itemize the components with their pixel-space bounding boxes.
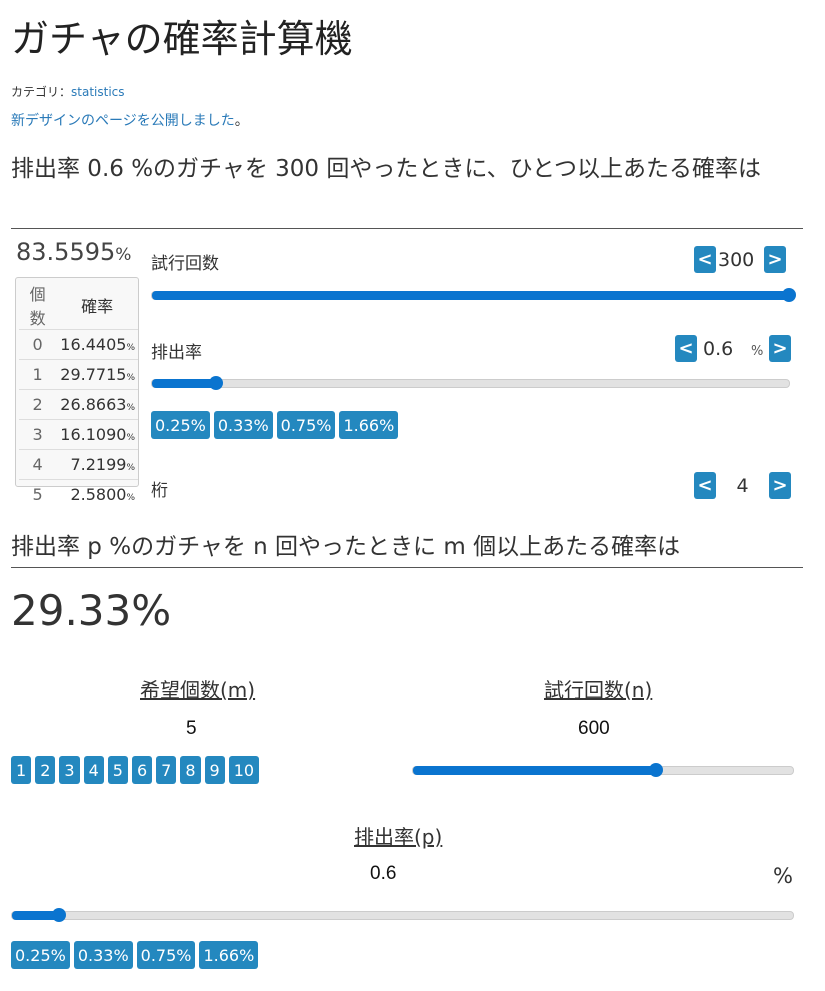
p-slider[interactable]	[11, 908, 794, 922]
prob-cell: 26.8663%	[56, 389, 138, 420]
preset-button[interactable]: 0.25%	[11, 941, 70, 969]
digits-decrement-button[interactable]: <	[694, 472, 716, 499]
prob-value: 2.5800	[70, 485, 127, 504]
rate-value[interactable]: 0.6	[703, 337, 734, 360]
category-label: カテゴリ：	[11, 85, 72, 99]
p-value: 0.6	[370, 863, 397, 884]
count-cell: 4	[19, 449, 57, 480]
slider-fill	[12, 911, 59, 920]
prob-unit: %	[126, 403, 135, 413]
rate-unit: %	[751, 343, 764, 359]
preset-button[interactable]: 1.66%	[199, 941, 259, 969]
slider-fill	[152, 291, 789, 300]
prob-cell: 16.1090%	[56, 419, 138, 450]
m-value: 5	[186, 718, 197, 739]
preset-button[interactable]: 3	[59, 756, 80, 784]
rate-label: 排出率	[151, 343, 202, 363]
count-cell: 0	[19, 329, 57, 360]
result-probability: 83.5595%	[16, 238, 131, 266]
count-cell: 2	[19, 389, 57, 420]
prob-unit: %	[126, 493, 135, 503]
result2-probability: 29.33%	[11, 586, 172, 635]
digits-increment-button[interactable]: >	[769, 472, 791, 499]
count-cell: 1	[19, 359, 57, 390]
prob-cell: 7.2199%	[56, 449, 138, 480]
prob-value: 29.7715	[60, 365, 127, 384]
prob-unit: %	[126, 433, 135, 443]
p-label: 排出率(p)	[354, 825, 443, 849]
digits-label: 桁	[151, 481, 168, 501]
table-row: 2 26.8663%	[19, 389, 138, 420]
table-row: 0 16.4405%	[19, 329, 138, 360]
prob-value: 16.1090	[60, 425, 127, 444]
divider	[11, 567, 803, 568]
slider-fill	[152, 379, 216, 388]
p-unit: %	[773, 864, 793, 888]
trials-value[interactable]: 300	[718, 248, 755, 271]
slider-thumb[interactable]	[649, 763, 664, 777]
prob-cell: 16.4405%	[56, 329, 138, 360]
preset-button[interactable]: 8	[180, 756, 201, 784]
table-row: 4 7.2199%	[19, 449, 138, 480]
preset-button[interactable]: 0.25%	[151, 411, 210, 439]
preset-button[interactable]: 7	[156, 756, 177, 784]
preset-button[interactable]: 2	[35, 756, 56, 784]
rate-increment-button[interactable]: >	[769, 335, 791, 362]
slider-thumb[interactable]	[782, 288, 796, 302]
prob-unit: %	[126, 343, 135, 353]
preset-button[interactable]: 9	[204, 756, 225, 784]
digits-value[interactable]: 4	[736, 474, 749, 497]
prob-unit: %	[126, 463, 135, 473]
preset-button[interactable]: 0.33%	[213, 411, 273, 439]
trials-label: 試行回数	[151, 254, 219, 274]
category: カテゴリ：statistics	[11, 83, 125, 100]
notice-link[interactable]: 新デザインのページを公開しました	[11, 113, 235, 129]
prob-value: 26.8663	[60, 395, 127, 414]
result-unit: %	[115, 245, 132, 265]
rate-slider[interactable]	[151, 376, 790, 390]
preset-button[interactable]: 0.33%	[73, 941, 133, 969]
preset-button[interactable]: 0.75%	[276, 411, 336, 439]
table-row: 1 29.7715%	[19, 359, 138, 390]
rate-decrement-button[interactable]: <	[675, 335, 697, 362]
col-prob: 確率	[81, 297, 114, 316]
trials-slider[interactable]	[151, 288, 796, 302]
section1-heading: 排出率 0.6 %のガチャを 300 回やったときに、ひとつ以上あたる確率は	[11, 156, 762, 182]
table-row: 5 2.5800%	[19, 479, 138, 509]
result-value: 83.5595	[16, 238, 116, 266]
notice: 新デザインのページを公開しました。	[11, 110, 249, 130]
count-cell: 3	[19, 419, 57, 450]
section2-heading: 排出率 p %のガチャを n 回やったときに m 個以上あたる確率は	[11, 534, 681, 560]
prob-value: 7.2199	[70, 455, 127, 474]
preset-button[interactable]: 1.66%	[339, 411, 399, 439]
prob-cell: 29.7715%	[56, 359, 138, 390]
trials-decrement-button[interactable]: <	[694, 246, 716, 273]
notice-suffix: 。	[234, 113, 249, 129]
col-count: 個数	[29, 285, 46, 328]
preset-button[interactable]: 4	[83, 756, 104, 784]
prob-unit: %	[126, 373, 135, 383]
preset-button[interactable]: 5	[107, 756, 128, 784]
divider	[11, 228, 803, 229]
slider-fill	[413, 766, 657, 775]
n-value: 600	[578, 718, 610, 739]
slider-thumb[interactable]	[51, 908, 66, 922]
preset-button[interactable]: 0.75%	[136, 941, 196, 969]
preset-button[interactable]: 6	[131, 756, 153, 784]
page-title: ガチャの確率計算機	[11, 17, 353, 61]
count-cell: 5	[19, 479, 57, 509]
m-label: 希望個数(m)	[140, 678, 256, 702]
preset-button[interactable]: 1	[11, 756, 32, 784]
n-slider[interactable]	[412, 763, 794, 777]
table-row: 3 16.1090%	[19, 419, 138, 450]
prob-value: 16.4405	[60, 335, 127, 354]
n-label: 試行回数(n)	[544, 678, 653, 702]
trials-increment-button[interactable]: >	[764, 246, 786, 273]
slider-thumb[interactable]	[208, 376, 223, 390]
prob-cell: 2.5800%	[56, 479, 138, 509]
distribution-table: 個数 確率 0 16.4405% 1 29.7715% 2 26.8663% 3 16.1090…	[15, 277, 139, 509]
preset-button[interactable]: 10	[228, 756, 260, 784]
category-link[interactable]: statistics	[71, 85, 125, 99]
